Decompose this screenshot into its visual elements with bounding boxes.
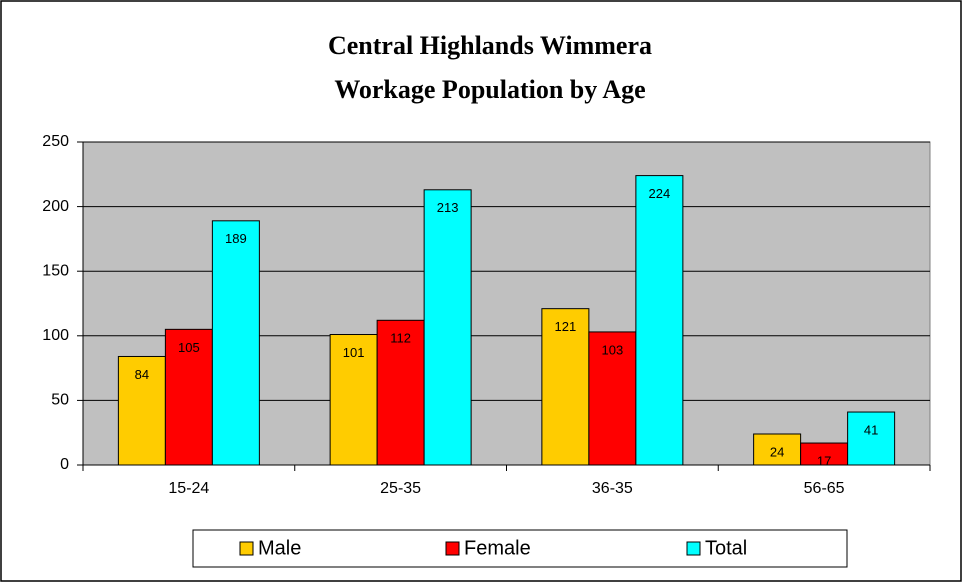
x-tick-label: 15-24 (168, 480, 209, 497)
y-tick-label: 50 (51, 392, 69, 409)
bar (847, 411, 896, 466)
data-label: 105 (178, 340, 200, 355)
x-tick-label: 56-65 (804, 480, 845, 497)
y-tick-label: 250 (42, 133, 69, 150)
bar (588, 331, 637, 466)
y-tick-label: 150 (42, 262, 69, 279)
legend-swatch (445, 541, 460, 556)
bar (376, 319, 425, 466)
legend-swatch (239, 541, 254, 556)
data-label: 112 (390, 331, 411, 346)
bar (329, 334, 378, 466)
bar (541, 308, 590, 466)
y-tick-label: 100 (42, 327, 69, 344)
data-label: 24 (770, 444, 784, 459)
y-tick-label: 200 (42, 198, 69, 215)
legend-label: Female (464, 537, 531, 559)
bar (635, 175, 684, 466)
data-label: 41 (864, 422, 878, 437)
bar (117, 355, 166, 466)
bar (211, 220, 260, 466)
data-label: 101 (343, 345, 365, 360)
x-tick-label: 25-35 (380, 480, 421, 497)
data-label: 224 (649, 186, 671, 201)
data-label: 84 (135, 367, 149, 382)
bar (164, 328, 213, 466)
legend-swatch (686, 541, 701, 556)
x-tick-label: 36-35 (592, 480, 633, 497)
chart-title: Central Highlands Wimmera (328, 31, 652, 60)
legend-label: Total (705, 537, 747, 559)
data-label: 103 (602, 342, 624, 357)
chart-title: Workage Population by Age (334, 75, 645, 104)
data-label: 213 (437, 200, 459, 215)
y-tick-label: 0 (60, 456, 69, 473)
bar (753, 433, 802, 466)
data-label: 17 (817, 453, 831, 468)
legend-box (192, 529, 848, 568)
bar (423, 189, 472, 466)
data-label: 189 (225, 231, 247, 246)
legend-label: Male (258, 537, 301, 559)
data-label: 121 (555, 319, 577, 334)
